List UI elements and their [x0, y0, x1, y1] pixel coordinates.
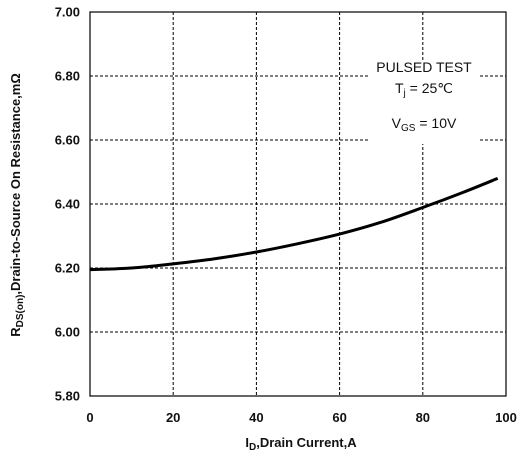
annotation-box [368, 60, 478, 144]
x-tick-label: 0 [86, 410, 93, 425]
x-tick-labels: 0 20 40 60 80 100 [86, 410, 516, 425]
y-tick-label: 6.40 [55, 197, 80, 212]
annotation-line1: PULSED TEST [376, 59, 472, 75]
series-line [89, 177, 499, 272]
plot-frame [89, 11, 507, 397]
y-tick-label: 6.20 [55, 261, 80, 276]
y-tick-label: 6.00 [55, 325, 80, 340]
x-tick-label: 60 [332, 410, 346, 425]
x-axis-title: ID,Drain Current,A [245, 435, 357, 453]
y-tick-label: 7.00 [55, 5, 80, 20]
y-tick-labels: 5.80 6.00 6.20 6.40 6.60 6.80 7.00 [55, 5, 80, 404]
annotation-line2: Tj = 25℃ [395, 80, 453, 99]
y-tick-label: 6.60 [55, 133, 80, 148]
y-axis-title: RDS(on),Drain-to-Source On Resistance,mΩ [8, 73, 26, 337]
y-tick-label: 5.80 [55, 389, 80, 404]
x-tick-label: 40 [249, 410, 263, 425]
x-tick-label: 80 [416, 410, 430, 425]
annotation-line3: VGS = 10V [392, 115, 457, 134]
x-tick-label: 20 [166, 410, 180, 425]
x-tick-label: 100 [495, 410, 517, 425]
y-tick-label: 6.80 [55, 69, 80, 84]
